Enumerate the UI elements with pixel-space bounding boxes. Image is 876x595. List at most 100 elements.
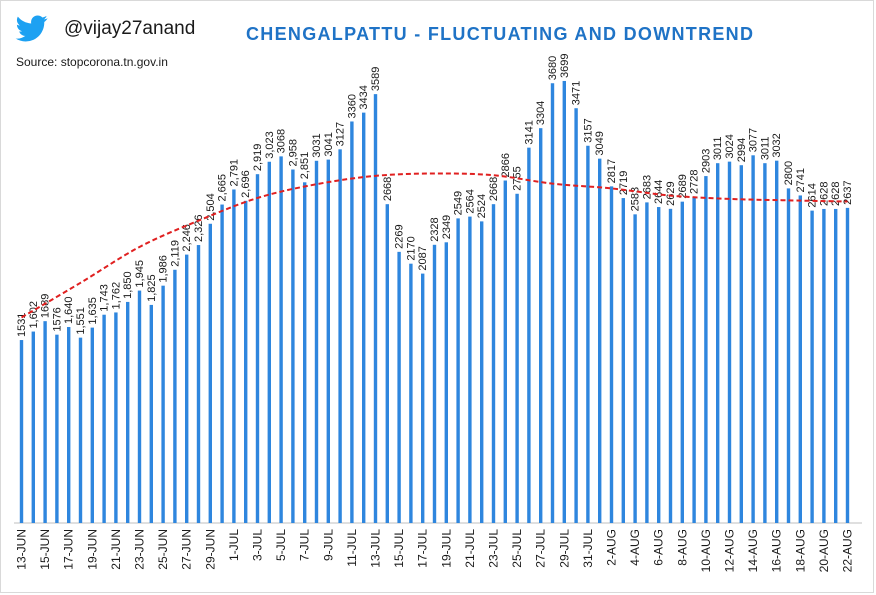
- bar: [31, 331, 35, 523]
- data-label: 1,986: [158, 255, 170, 283]
- data-label: 2994: [736, 138, 748, 162]
- bar: [244, 200, 248, 523]
- bar: [444, 242, 448, 523]
- data-label: 2328: [429, 217, 441, 241]
- x-tick-label: 13-JUL: [369, 529, 383, 568]
- data-label: 1,945: [134, 260, 146, 288]
- bar: [362, 112, 366, 524]
- data-label: 3680: [547, 56, 559, 80]
- data-label: 2524: [476, 194, 488, 218]
- bar: [692, 197, 696, 523]
- x-tick-label: 3-JUL: [251, 529, 265, 561]
- data-label: 2644: [653, 180, 665, 204]
- bar: [716, 163, 720, 524]
- x-tick-label: 29-JUN: [203, 529, 217, 570]
- bar: [680, 201, 684, 524]
- data-label: 1,825: [146, 274, 158, 302]
- data-label: 2628: [818, 181, 830, 205]
- x-tick-label: 27-JUL: [534, 529, 548, 568]
- data-label: 3041: [323, 132, 335, 156]
- bar: [822, 208, 826, 524]
- data-label: 2719: [618, 171, 630, 195]
- bar: [539, 128, 543, 523]
- x-tick-label: 16-AUG: [770, 529, 784, 572]
- data-label: 2583: [630, 187, 642, 211]
- data-label: 1689: [40, 294, 52, 318]
- data-label: 2683: [641, 175, 653, 199]
- data-label: 2170: [405, 236, 417, 260]
- data-label: 1576: [51, 307, 63, 331]
- data-label: 3032: [771, 133, 783, 157]
- data-label: 2,119: [169, 240, 181, 267]
- x-tick-label: 10-AUG: [699, 529, 713, 572]
- bar: [704, 176, 708, 524]
- bar: [621, 198, 625, 523]
- data-label: 2,665: [217, 174, 229, 202]
- data-label: 2629: [665, 181, 677, 205]
- bar: [527, 147, 531, 523]
- bar: [574, 108, 578, 523]
- x-tick-label: 21-JUN: [109, 529, 123, 570]
- data-label: 2903: [700, 149, 712, 173]
- x-tick-label: 9-JUL: [321, 529, 335, 561]
- bar: [397, 251, 401, 524]
- bar: [609, 186, 614, 523]
- data-label: 2637: [842, 180, 854, 204]
- bar: [255, 174, 260, 523]
- chart-title: CHENGALPATTU - FLUCTUATING AND DOWNTREND: [246, 24, 755, 44]
- data-label: 1,551: [75, 307, 87, 335]
- x-tick-label: 17-JUN: [62, 529, 76, 570]
- data-label: 2,246: [181, 224, 193, 252]
- bar: [645, 202, 649, 523]
- x-tick-label: 25-JUN: [156, 529, 170, 570]
- bar: [775, 160, 779, 523]
- bar: [810, 210, 814, 523]
- bar: [220, 204, 224, 523]
- bar: [185, 254, 189, 523]
- twitter-handle: @vijay27anand: [64, 18, 196, 39]
- bar: [350, 121, 354, 523]
- data-label: 1,762: [110, 282, 122, 310]
- x-tick-label: 29-JUL: [557, 529, 571, 568]
- x-tick-label: 7-JUL: [298, 529, 312, 561]
- bar: [232, 189, 236, 523]
- bar: [503, 180, 507, 523]
- bar: [468, 216, 472, 524]
- data-label: 3049: [594, 131, 606, 155]
- data-label: 1,635: [87, 297, 99, 325]
- bar: [751, 155, 755, 523]
- data-label: 1531: [16, 313, 28, 337]
- data-label: 3,023: [264, 131, 276, 159]
- bar: [55, 334, 59, 523]
- bar: [90, 327, 94, 523]
- bar: [279, 156, 283, 523]
- bar: [421, 273, 425, 523]
- bar: [385, 204, 389, 523]
- x-tick-label: 17-JUL: [416, 529, 430, 568]
- bar: [798, 195, 802, 523]
- data-label: 3434: [358, 85, 370, 109]
- bar: [668, 208, 673, 523]
- data-label: 2668: [488, 177, 500, 201]
- data-label: 2087: [417, 246, 429, 270]
- data-label: 2755: [512, 166, 524, 190]
- bar: [208, 223, 212, 523]
- data-label: 3589: [370, 67, 382, 91]
- data-label: 3127: [335, 122, 347, 146]
- bar: [480, 221, 484, 523]
- data-label: 3157: [582, 118, 594, 142]
- bar: [114, 312, 118, 523]
- bar: [196, 245, 201, 523]
- x-tick-label: 23-JUL: [487, 529, 501, 568]
- data-label: 3360: [346, 94, 358, 118]
- data-label: 2614: [807, 183, 819, 207]
- x-tick-label: 11-JUL: [345, 529, 359, 567]
- bar: [834, 208, 838, 524]
- data-source: Source: stopcorona.tn.gov.in: [16, 55, 168, 69]
- data-label: 2689: [677, 174, 689, 198]
- x-tick-label: 14-AUG: [746, 529, 760, 572]
- x-tick-label: 4-AUG: [628, 529, 642, 566]
- bar: [43, 321, 47, 523]
